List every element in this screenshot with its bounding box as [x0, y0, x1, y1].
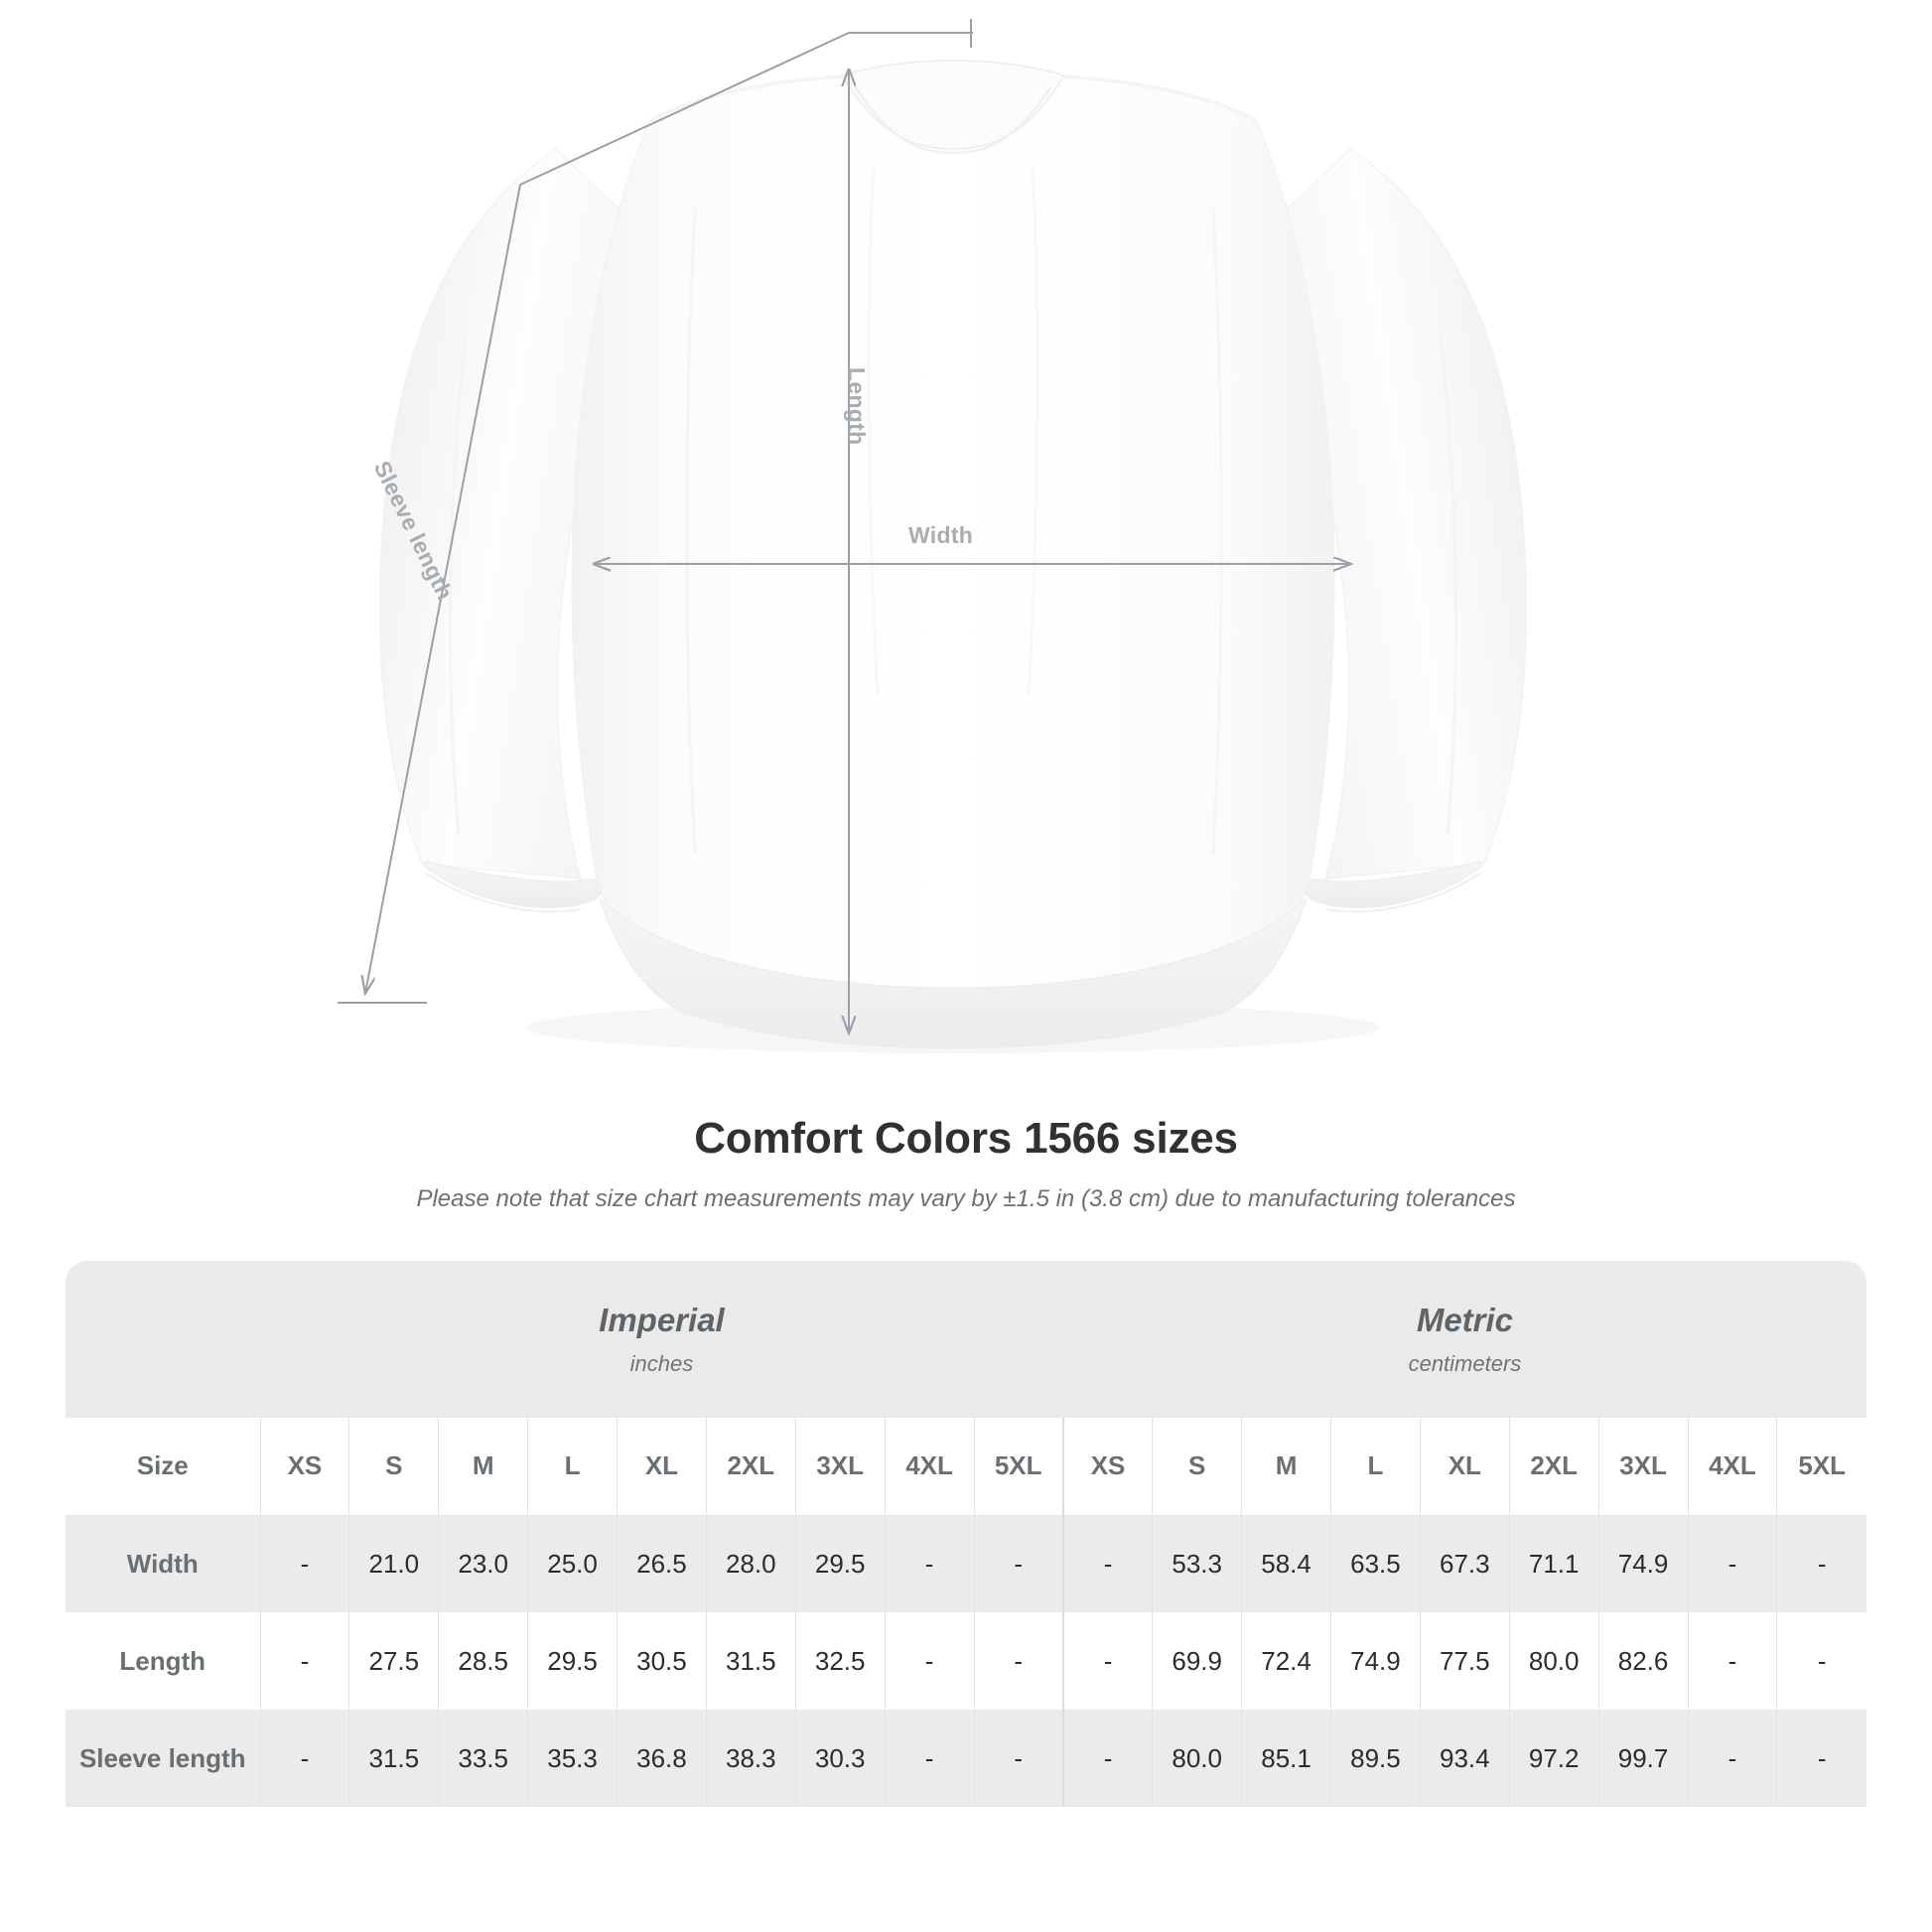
unit-header-imperial: Imperial inches [260, 1261, 1063, 1418]
cell-sleeve-length-2xl-metric: 97.2 [1508, 1710, 1599, 1807]
cell-length-l-metric: 74.9 [1330, 1612, 1421, 1710]
cell-width-m-metric: 58.4 [1241, 1515, 1331, 1612]
cell-sleeve-length-s-imperial: 31.5 [348, 1710, 439, 1807]
cell-length-2xl-metric: 80.0 [1508, 1612, 1599, 1710]
cell-sleeve-length-4xl-metric: - [1687, 1710, 1777, 1807]
cell-width-s-metric: 53.3 [1152, 1515, 1242, 1612]
imperial-label: Imperial [599, 1302, 725, 1338]
table-row: Sleeve length -31.5 33.5 35.3 36.8 38.3 30.3-… [66, 1710, 1866, 1807]
tolerance-note: Please note that size chart measurements… [416, 1185, 1516, 1212]
cell-length-m-metric: 72.4 [1241, 1612, 1331, 1710]
cell-length-l-imperial: 29.5 [527, 1612, 618, 1710]
cell-width-s-imperial: 21.0 [348, 1515, 439, 1612]
cell-sleeve-length-2xl-imperial: 38.3 [705, 1710, 796, 1807]
cell-sleeve-length-xs-metric: - [1061, 1710, 1153, 1807]
row-label-width: Width [126, 1548, 199, 1579]
cell-width-l-metric: 63.5 [1330, 1515, 1421, 1612]
size-column-4xl-metric: 4XL [1687, 1418, 1777, 1516]
cell-sleeve-length-l-imperial: 35.3 [527, 1710, 618, 1807]
size-column-s-imperial: S [348, 1418, 439, 1516]
cell-sleeve-length-m-metric: 85.1 [1241, 1710, 1331, 1807]
cell-sleeve-length-xl-imperial: 36.8 [617, 1710, 707, 1807]
row-label-length: Length [119, 1645, 207, 1676]
cell-length-4xl-metric: - [1687, 1612, 1777, 1710]
size-column-xl-metric: XL [1419, 1418, 1510, 1516]
cell-width-xl-metric: 67.3 [1419, 1515, 1510, 1612]
size-column-s-metric: S [1152, 1418, 1242, 1516]
size-table-wrapper: Imperial inches Metric centimeters Size … [0, 1261, 1932, 1807]
cell-length-2xl-imperial: 31.5 [705, 1612, 796, 1710]
cell-width-4xl-imperial: - [884, 1515, 974, 1612]
size-header-row: Size XS S M L XL 2XL 3XL 4XL 5XL XS S M L XL 2XL 3XL 4XL… [66, 1418, 1866, 1516]
size-column-m-metric: M [1241, 1418, 1331, 1516]
cell-sleeve-length-4xl-imperial: - [884, 1710, 974, 1807]
measurement-annotations [338, 19, 1932, 1112]
title-block: Comfort Colors 1566 sizes Please note th… [0, 1114, 1932, 1213]
cell-sleeve-length-xs-imperial: - [259, 1710, 349, 1807]
cell-width-5xl-metric: - [1776, 1515, 1866, 1612]
cell-width-m-imperial: 23.0 [438, 1515, 528, 1612]
cell-length-5xl-imperial: - [973, 1612, 1063, 1710]
size-column-xl-imperial: XL [617, 1418, 707, 1516]
size-column-m-imperial: M [438, 1418, 528, 1516]
size-column-5xl-metric: 5XL [1776, 1418, 1866, 1516]
cell-sleeve-length-3xl-imperial: 30.3 [794, 1710, 886, 1807]
cell-sleeve-length-l-metric: 89.5 [1330, 1710, 1421, 1807]
cell-width-4xl-metric: - [1687, 1515, 1777, 1612]
cell-width-xs-metric: - [1061, 1515, 1153, 1612]
cell-sleeve-length-5xl-imperial: - [973, 1710, 1063, 1807]
cell-length-xl-imperial: 30.5 [617, 1612, 707, 1710]
cell-length-4xl-imperial: - [884, 1612, 974, 1710]
length-label: Length [844, 367, 870, 446]
page-title: Comfort Colors 1566 sizes [694, 1114, 1238, 1163]
row-label-sleeve-length: Sleeve length [78, 1742, 246, 1773]
size-column-2xl-imperial: 2XL [705, 1418, 796, 1516]
size-table: Imperial inches Metric centimeters Size … [66, 1261, 1866, 1807]
unit-header-metric: Metric centimeters [1062, 1261, 1866, 1418]
garment-diagram: Length Width Sleeve length [338, 19, 1932, 1112]
cell-length-xl-metric: 77.5 [1419, 1612, 1510, 1710]
cell-width-5xl-imperial: - [973, 1515, 1063, 1612]
cell-sleeve-length-3xl-metric: 99.7 [1597, 1710, 1688, 1807]
cell-sleeve-length-m-imperial: 33.5 [438, 1710, 528, 1807]
unit-header-spacer [66, 1261, 260, 1418]
cell-length-m-imperial: 28.5 [438, 1612, 528, 1710]
unit-header-row: Imperial inches Metric centimeters [66, 1261, 1866, 1418]
sleeve-length-arrow [365, 184, 521, 993]
cell-length-s-imperial: 27.5 [348, 1612, 439, 1710]
cell-width-2xl-metric: 71.1 [1508, 1515, 1599, 1612]
metric-unit: centimeters [1408, 1351, 1522, 1376]
cell-length-3xl-imperial: 32.5 [794, 1612, 886, 1710]
cell-width-3xl-metric: 74.9 [1597, 1515, 1688, 1612]
size-column-xs-imperial: XS [259, 1418, 349, 1516]
size-column-l-imperial: L [527, 1418, 618, 1516]
cell-sleeve-length-xl-metric: 93.4 [1419, 1710, 1510, 1807]
metric-label: Metric [1416, 1302, 1514, 1338]
cell-width-2xl-imperial: 28.0 [705, 1515, 796, 1612]
table-row: Width -21.0 23.0 25.0 26.5 28.0 29.5- - -53.3 58… [66, 1515, 1866, 1612]
cell-width-xs-imperial: - [259, 1515, 349, 1612]
size-column-xs-metric: XS [1061, 1418, 1153, 1516]
width-label: Width [908, 522, 974, 548]
size-column-3xl-metric: 3XL [1597, 1418, 1688, 1516]
table-row: Length -27.5 28.5 29.5 30.5 31.5 32.5- - -69.9 7… [66, 1612, 1866, 1710]
cell-width-3xl-imperial: 29.5 [794, 1515, 886, 1612]
cell-sleeve-length-s-metric: 80.0 [1152, 1710, 1242, 1807]
cell-length-5xl-metric: - [1776, 1612, 1866, 1710]
size-column-label: Size [66, 1418, 260, 1516]
cell-length-xs-imperial: - [259, 1612, 349, 1710]
cell-width-l-imperial: 25.0 [527, 1515, 618, 1612]
size-column-4xl-imperial: 4XL [884, 1418, 974, 1516]
size-column-2xl-metric: 2XL [1508, 1418, 1599, 1516]
cell-sleeve-length-5xl-metric: - [1776, 1710, 1866, 1807]
size-column-5xl-imperial: 5XL [973, 1418, 1063, 1516]
cell-length-xs-metric: - [1061, 1612, 1153, 1710]
cell-width-xl-imperial: 26.5 [617, 1515, 707, 1612]
size-column-l-metric: L [1330, 1418, 1421, 1516]
size-column-3xl-imperial: 3XL [794, 1418, 886, 1516]
cell-length-3xl-metric: 82.6 [1597, 1612, 1688, 1710]
imperial-unit: inches [629, 1351, 694, 1376]
cell-length-s-metric: 69.9 [1152, 1612, 1242, 1710]
